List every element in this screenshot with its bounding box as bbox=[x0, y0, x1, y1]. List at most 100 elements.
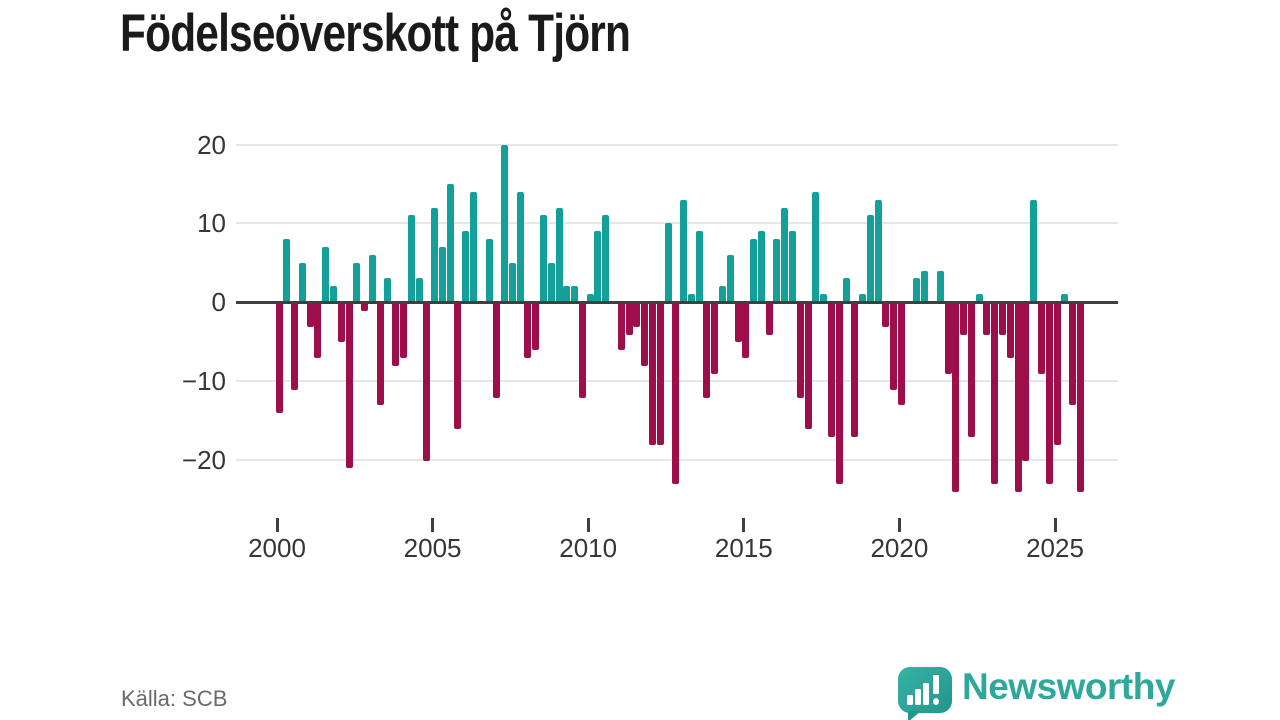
bar-2006-q1 bbox=[462, 231, 470, 303]
bar-2020-q3 bbox=[913, 278, 921, 303]
bar-2023-q2 bbox=[999, 302, 1007, 335]
bar-2022-q3 bbox=[975, 294, 983, 303]
gridline-10 bbox=[236, 222, 1118, 225]
bar-2002-q3 bbox=[353, 262, 361, 303]
bar-2009-q1 bbox=[555, 207, 563, 303]
bar-2001-q1 bbox=[306, 302, 314, 327]
bar-2011-q4 bbox=[641, 302, 649, 366]
bar-2003-q2 bbox=[376, 302, 384, 406]
bar-2025-q4 bbox=[1076, 302, 1084, 492]
x-axis-tick-2005 bbox=[431, 518, 435, 532]
bar-2018-q2 bbox=[843, 278, 851, 303]
bar-2012-q4 bbox=[672, 302, 680, 485]
x-axis-tick-2000 bbox=[275, 518, 279, 532]
bar-2015-q4 bbox=[765, 302, 773, 335]
bar-2014-q1 bbox=[711, 302, 719, 374]
bar-2017-q4 bbox=[827, 302, 835, 437]
bar-2018-q1 bbox=[835, 302, 843, 485]
bar-2023-q4 bbox=[1014, 302, 1022, 492]
bar-2007-q3 bbox=[508, 262, 516, 303]
bar-2004-q2 bbox=[407, 215, 415, 303]
bar-2011-q1 bbox=[617, 302, 625, 351]
bar-2013-q2 bbox=[687, 294, 695, 303]
bar-2014-q3 bbox=[726, 254, 734, 303]
y-axis-label-0: 0 bbox=[211, 287, 226, 317]
bar-2004-q1 bbox=[399, 302, 407, 359]
bar-2017-q1 bbox=[804, 302, 812, 429]
bar-2008-q1 bbox=[524, 302, 532, 359]
bar-2008-q2 bbox=[532, 302, 540, 351]
bar-2009-q4 bbox=[578, 302, 586, 398]
bar-2022-q1 bbox=[960, 302, 968, 335]
bar-2003-q1 bbox=[368, 254, 376, 303]
bar-2004-q3 bbox=[415, 278, 423, 303]
bar-2019-q1 bbox=[866, 215, 874, 303]
y-axis-label-20: 20 bbox=[197, 129, 226, 160]
bar-2024-q2 bbox=[1030, 199, 1038, 303]
bar-2023-q1 bbox=[991, 302, 999, 485]
bar-2020-q1 bbox=[897, 302, 905, 406]
bar-2007-q1 bbox=[493, 302, 501, 398]
bar-2021-q2 bbox=[936, 270, 944, 303]
bar-2000-q2 bbox=[283, 239, 291, 303]
logo-chart-bar-icon bbox=[915, 689, 921, 705]
bar-2012-q1 bbox=[648, 302, 656, 445]
x-axis-label-2000: 2000 bbox=[248, 533, 306, 563]
bar-2017-q2 bbox=[812, 191, 820, 303]
source-caption: Källa: SCB bbox=[121, 686, 228, 711]
bar-2024-q3 bbox=[1037, 302, 1045, 374]
bar-2001-q4 bbox=[329, 286, 337, 303]
bar-2021-q4 bbox=[952, 302, 960, 492]
x-axis-tick-2020 bbox=[897, 518, 901, 532]
bar-2019-q3 bbox=[882, 302, 890, 327]
bar-2000-q4 bbox=[298, 262, 306, 303]
y-axis-label--10: −10 bbox=[181, 365, 226, 396]
bar-2015-q2 bbox=[750, 239, 758, 303]
bar-2021-q3 bbox=[944, 302, 952, 374]
bar-2022-q4 bbox=[983, 302, 991, 335]
bar-2012-q2 bbox=[656, 302, 664, 445]
bar-2025-q2 bbox=[1061, 294, 1069, 303]
x-axis-tick-2010 bbox=[586, 518, 590, 532]
bar-2002-q1 bbox=[337, 302, 345, 343]
y-axis-label--20: −20 bbox=[181, 444, 226, 475]
bar-2014-q2 bbox=[718, 286, 726, 303]
bar-2010-q2 bbox=[594, 231, 602, 303]
bar-2004-q4 bbox=[423, 302, 431, 461]
bar-2005-q4 bbox=[454, 302, 462, 429]
bar-2019-q2 bbox=[874, 199, 882, 303]
bar-2000-q3 bbox=[291, 302, 299, 390]
bar-2008-q3 bbox=[540, 215, 548, 303]
bar-2015-q3 bbox=[757, 231, 765, 303]
bar-2018-q4 bbox=[859, 294, 866, 303]
logo-exclamation-dot-icon bbox=[933, 698, 939, 705]
bar-2002-q2 bbox=[345, 302, 353, 469]
bar-2024-q1 bbox=[1022, 302, 1030, 461]
bar-2014-q4 bbox=[734, 302, 742, 343]
bar-2005-q3 bbox=[446, 183, 454, 303]
bar-2005-q2 bbox=[438, 246, 446, 303]
bar-2016-q3 bbox=[788, 231, 796, 303]
bar-2011-q3 bbox=[633, 302, 641, 327]
bar-2006-q4 bbox=[485, 239, 493, 303]
bar-2011-q2 bbox=[625, 302, 633, 335]
logo-bubble-tail bbox=[908, 711, 921, 720]
zero-axis-line bbox=[236, 300, 1118, 304]
x-axis-label-2005: 2005 bbox=[403, 533, 462, 563]
logo-exclamation-icon bbox=[933, 675, 939, 694]
x-axis-label-2015: 2015 bbox=[714, 533, 773, 563]
bar-2013-q4 bbox=[703, 302, 711, 398]
bar-2019-q4 bbox=[890, 302, 898, 390]
bar-2017-q3 bbox=[820, 294, 828, 303]
bar-2001-q2 bbox=[314, 302, 322, 359]
bar-2020-q4 bbox=[921, 270, 929, 303]
bar-2023-q3 bbox=[1006, 302, 1014, 359]
bar-2008-q4 bbox=[547, 262, 555, 303]
x-axis-label-2025: 2025 bbox=[1026, 533, 1084, 563]
bar-2012-q3 bbox=[664, 223, 672, 303]
bar-2013-q1 bbox=[680, 199, 688, 303]
x-axis-tick-2015 bbox=[742, 518, 746, 532]
bar-2009-q3 bbox=[571, 286, 579, 303]
bar-2016-q1 bbox=[773, 239, 781, 303]
